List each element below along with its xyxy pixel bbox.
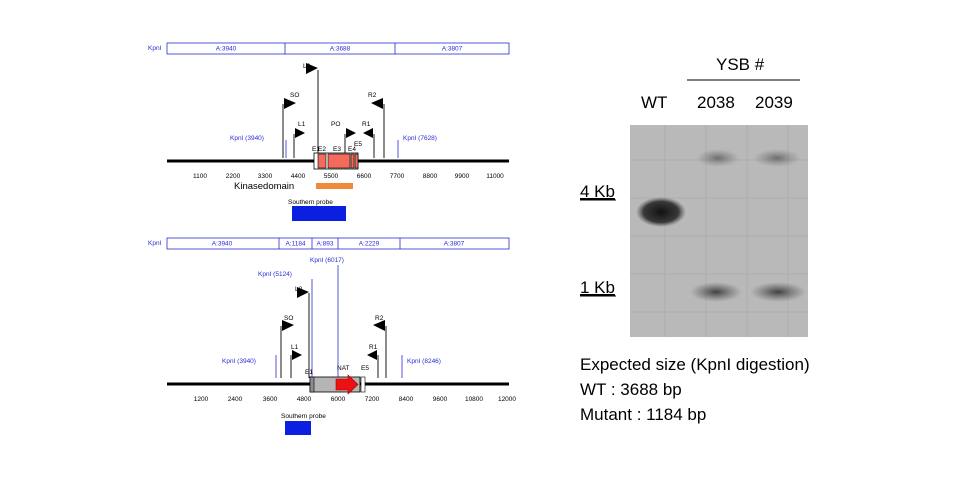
caption-wt: WT : 3688 bp: [580, 380, 682, 399]
svg-text:2200: 2200: [226, 173, 241, 180]
svg-text:3300: 3300: [258, 173, 273, 180]
svg-text:7700: 7700: [390, 173, 405, 180]
bottom-kpni-5124: KpnI (5124): [258, 271, 292, 278]
nat-label: NAT: [337, 365, 350, 372]
svg-text:7200: 7200: [365, 396, 380, 403]
bottom-flag-r2: R2: [373, 315, 387, 378]
top-fragment-bar: [166, 42, 510, 55]
top-kpni-7628: KpnI (7628): [403, 135, 437, 142]
mutant-locus-map: KpnI A:3940 A:1184 A:893 A:2229 A:3807 K…: [148, 237, 517, 435]
top-exon-e1: E1: [312, 146, 320, 153]
top-probe-label: Southern probe: [288, 199, 333, 206]
lane-label-2038: 2038: [697, 93, 735, 112]
svg-text:6600: 6600: [357, 173, 372, 180]
top-fragment-3: A:3807: [442, 46, 463, 53]
top-kpni-3940: KpnI (3940): [230, 135, 264, 142]
blot-header: YSB #: [716, 55, 765, 74]
bottom-fragment-5: A:3807: [444, 241, 465, 248]
bottom-exon-e1: E1: [305, 369, 313, 376]
top-exon-e3: E3: [333, 146, 341, 153]
top-exon-e2: E2: [318, 146, 326, 153]
bottom-exon-e5: E5: [361, 365, 369, 372]
svg-text:L2: L2: [295, 286, 303, 293]
southern-blot-panel: YSB # WT 2038 2039 4 Kb 1 Kb Expected si…: [580, 55, 810, 424]
svg-text:8800: 8800: [423, 173, 438, 180]
svg-text:9900: 9900: [455, 173, 470, 180]
top-flag-r1: R1: [362, 121, 375, 158]
svg-text:R2: R2: [368, 92, 377, 99]
caption-mutant: Mutant : 1184 bp: [580, 405, 706, 424]
svg-text:9600: 9600: [433, 396, 448, 403]
band-2038-upper: [696, 149, 740, 167]
bottom-kpni-3940: KpnI (3940): [222, 358, 256, 365]
bottom-enzyme-label: KpnI: [148, 240, 162, 247]
top-flag-so: SO: [282, 92, 299, 158]
top-exon-e5: E5: [354, 141, 362, 148]
kinase-domain-label: Kinasedomain: [234, 181, 294, 192]
bottom-fragment-1: A:3940: [212, 241, 233, 248]
svg-text:R2: R2: [375, 315, 384, 322]
bottom-axis-ticks: 1200 2400 3600 4800 6000 7200 8400 9600 …: [194, 396, 517, 403]
svg-text:3600: 3600: [263, 396, 278, 403]
bottom-southern-probe: [285, 421, 311, 435]
svg-text:1100: 1100: [193, 173, 207, 180]
svg-text:L1: L1: [291, 344, 299, 351]
svg-text:8400: 8400: [399, 396, 414, 403]
top-flag-l1: L1: [293, 121, 306, 158]
svg-text:2400: 2400: [228, 396, 243, 403]
svg-text:6000: 6000: [331, 396, 346, 403]
svg-text:11000: 11000: [486, 173, 504, 180]
svg-text:L2: L2: [303, 63, 311, 70]
bottom-flag-l1: L1: [290, 344, 302, 378]
lane-label-2039: 2039: [755, 93, 793, 112]
svg-text:10800: 10800: [465, 396, 483, 403]
bottom-kpni-6017: KpnI (6017): [310, 257, 344, 264]
lane-label-wt: WT: [641, 93, 667, 112]
top-flag-r2: R2: [368, 92, 385, 158]
top-axis-ticks: 1100 2200 3300 4400 5500 6600 7700 8800 …: [193, 173, 504, 180]
svg-text:SO: SO: [290, 92, 299, 99]
bottom-fragment-4: A:2229: [359, 241, 380, 248]
svg-text:4400: 4400: [291, 173, 306, 180]
band-2038-1kb: [690, 282, 742, 302]
bottom-fragment-2: A:1184: [285, 241, 306, 248]
svg-text:4800: 4800: [297, 396, 312, 403]
band-wt-4kb: [636, 197, 686, 227]
band-2039-1kb: [750, 282, 806, 302]
svg-text:L1: L1: [298, 121, 306, 128]
bottom-flag-so: SO: [280, 315, 294, 378]
svg-text:1200: 1200: [194, 396, 209, 403]
marker-4kb: 4 Kb: [580, 182, 615, 201]
kinase-domain-bar: [316, 183, 353, 189]
top-flag-l2: L2: [303, 63, 319, 158]
caption-title: Expected size (KpnI digestion): [580, 355, 810, 374]
marker-1kb: 1 Kb: [580, 278, 615, 297]
bottom-fragment-3: A:893: [317, 241, 334, 248]
nat-arrow: [335, 374, 359, 395]
top-exon-e4: E4: [348, 146, 356, 153]
bottom-kpni-8246: KpnI (8246): [407, 358, 441, 365]
band-2039-upper: [753, 149, 801, 167]
top-southern-probe: [292, 206, 346, 221]
svg-text:R1: R1: [369, 344, 378, 351]
bottom-probe-label: Southern probe: [281, 413, 326, 420]
bottom-flag-l2: L2: [295, 286, 310, 378]
top-enzyme-label: KpnI: [148, 45, 162, 52]
top-fragment-2: A:3688: [330, 46, 351, 53]
svg-text:5500: 5500: [324, 173, 339, 180]
svg-text:SO: SO: [284, 315, 293, 322]
svg-text:PO: PO: [331, 121, 340, 128]
bottom-flag-r1: R1: [367, 344, 379, 378]
top-fragment-1: A:3940: [216, 46, 237, 53]
svg-text:R1: R1: [362, 121, 371, 128]
svg-text:12000: 12000: [498, 396, 516, 403]
wt-locus-map: KpnI A:3940 A:3688 A:3807 L2 SO R2 L1: [148, 42, 510, 221]
